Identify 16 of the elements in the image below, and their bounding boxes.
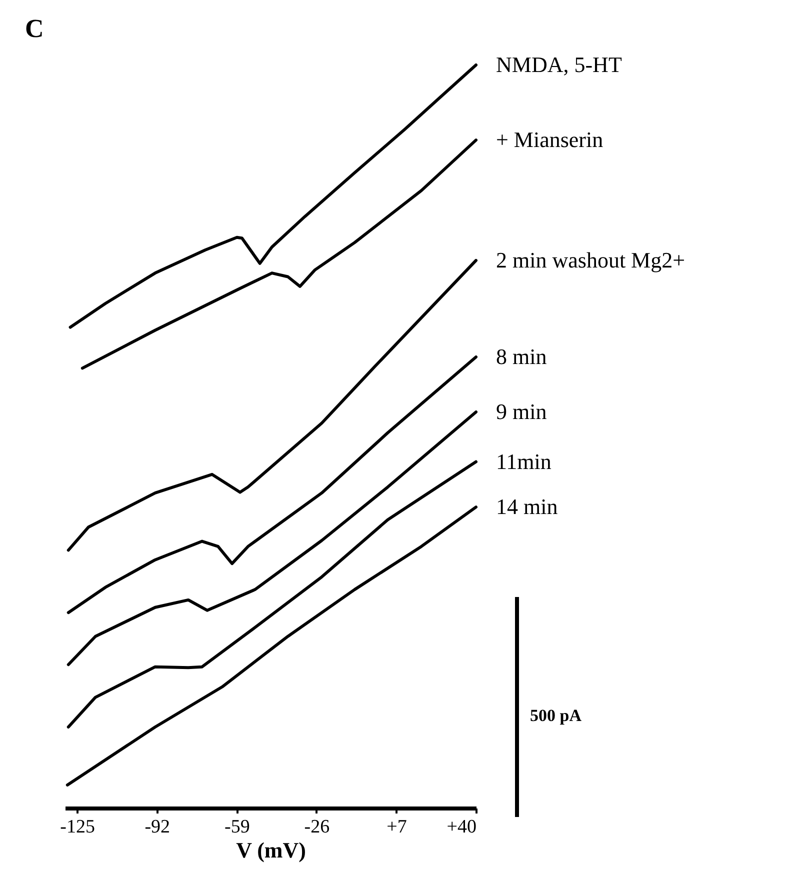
x-tick-label: -92 — [144, 816, 170, 838]
series-label: NMDA, 5-HT — [496, 52, 622, 77]
series-label: 8 min — [496, 344, 547, 369]
x-tick-label: -59 — [224, 816, 250, 838]
x-tick-label: -26 — [304, 816, 330, 838]
text: 500 pA — [530, 706, 582, 726]
x-axis-title: V (mV) — [236, 838, 306, 862]
series-label: 14 min — [496, 494, 558, 520]
x-tick-label: -125 — [60, 816, 95, 838]
series-label: 9 min — [496, 398, 547, 424]
chart-title: C — [25, 14, 44, 43]
x-tick-label: +7 — [386, 816, 407, 838]
series-label: + Mianserin — [496, 127, 604, 152]
x-tick-label: +40 — [446, 816, 476, 838]
series-label: 11min — [496, 448, 552, 474]
series-label: 2 min washout Mg2+ — [496, 247, 686, 272]
